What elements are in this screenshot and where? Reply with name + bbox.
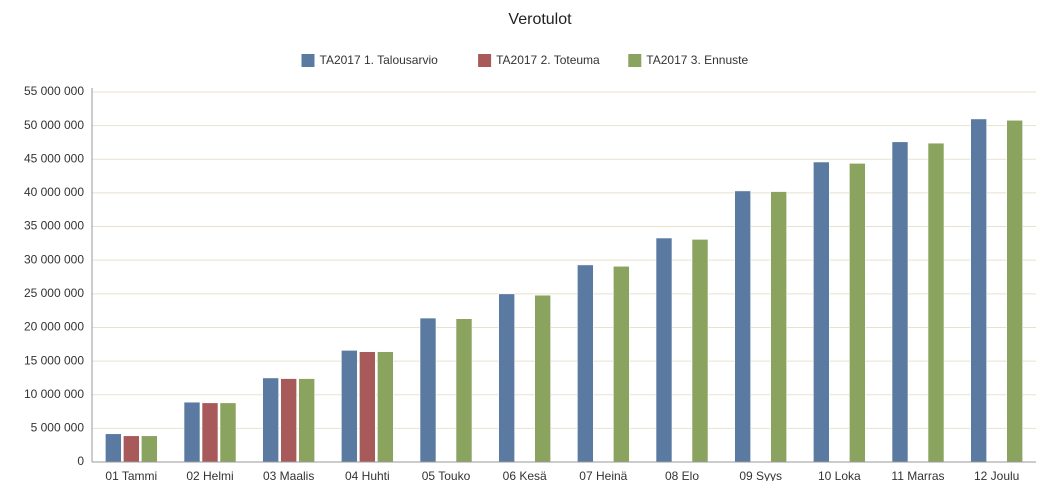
bar	[849, 163, 866, 463]
bar	[280, 378, 297, 463]
y-tick-label: 40 000 000	[24, 185, 84, 199]
x-tick-label: 06 Kesä	[503, 469, 547, 481]
legend-swatch	[301, 54, 315, 67]
chart-title: Verotulot	[508, 11, 572, 28]
y-tick-label: 0	[77, 454, 84, 468]
bar	[183, 401, 201, 463]
bar	[655, 237, 673, 463]
bar	[201, 402, 219, 463]
bar	[927, 142, 945, 463]
bar	[219, 402, 237, 463]
y-tick-label: 30 000 000	[24, 252, 84, 266]
bar	[419, 317, 437, 463]
y-tick-label: 20 000 000	[24, 320, 84, 334]
bar	[105, 433, 122, 463]
y-tick-label: 45 000 000	[24, 151, 84, 165]
bar	[770, 191, 787, 463]
y-tick-label: 55 000 000	[24, 84, 84, 98]
bar	[455, 318, 473, 463]
x-tick-label: 10 Loka	[818, 469, 861, 481]
bar	[341, 350, 358, 463]
bar	[734, 190, 751, 463]
x-tick-label: 02 Helmi	[186, 469, 233, 481]
x-tick-label: 04 Huhti	[345, 469, 390, 481]
bar	[498, 293, 515, 463]
bar	[613, 265, 630, 463]
x-tick-label: 03 Maalis	[263, 469, 314, 481]
x-tick-label: 07 Heinä	[579, 469, 627, 481]
bar	[577, 264, 594, 463]
bar	[813, 161, 830, 463]
x-tick-label: 01 Tammi	[105, 469, 157, 481]
bar	[891, 141, 909, 463]
bar	[691, 239, 709, 463]
x-tick-label: 11 Marras	[891, 469, 944, 481]
y-tick-label: 25 000 000	[24, 286, 84, 300]
bar	[298, 378, 315, 463]
y-tick-label: 15 000 000	[24, 353, 84, 367]
legend-label: TA2017 2. Toteuma	[496, 53, 600, 67]
bar	[359, 351, 376, 463]
x-tick-label: 09 Syys	[739, 469, 782, 481]
legend-label: TA2017 1. Talousarvio	[320, 53, 439, 67]
bar	[534, 294, 551, 463]
legend-swatch	[628, 54, 642, 67]
bar	[970, 118, 987, 463]
x-tick-label: 05 Touko	[422, 469, 471, 481]
y-tick-label: 35 000 000	[24, 219, 84, 233]
legend-swatch	[478, 54, 492, 67]
bar	[377, 351, 394, 463]
bar	[262, 377, 279, 463]
y-tick-label: 10 000 000	[24, 387, 84, 401]
x-tick-label: 08 Elo	[665, 469, 699, 481]
x-tick-label: 12 Joulu	[974, 469, 1019, 481]
bar	[141, 435, 158, 463]
bar	[123, 435, 140, 463]
legend-label: TA2017 3. Ennuste	[646, 53, 748, 67]
bar	[1006, 119, 1023, 463]
y-tick-label: 5 000 000	[31, 421, 85, 435]
y-tick-label: 50 000 000	[24, 118, 84, 132]
